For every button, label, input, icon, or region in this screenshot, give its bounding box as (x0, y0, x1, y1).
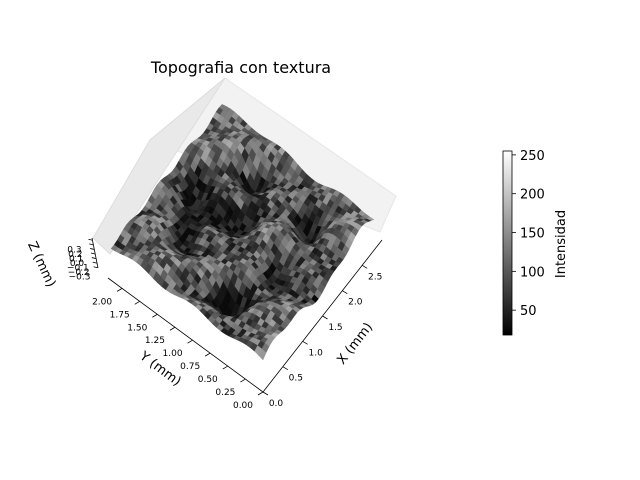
y-tick-label: 0.50 (198, 375, 218, 385)
y-tick-label: 0.75 (180, 362, 200, 372)
colorbar-tick-label: 250 (520, 149, 545, 164)
surface-plot (110, 104, 375, 361)
y-tick-label: 1.50 (127, 323, 147, 333)
z-axis-line (91, 237, 99, 269)
colorbar-tick-label: 50 (520, 304, 537, 319)
y-tick-label: 0.00 (233, 401, 253, 411)
z-tick-label: 0.2 (68, 250, 82, 260)
y-tick-mark (240, 378, 246, 383)
y-tick-label: 0.25 (215, 388, 235, 398)
y-tick-mark (222, 365, 228, 370)
x-tick-mark (322, 315, 328, 320)
y-tick-label: 1.75 (110, 310, 130, 320)
surface-facet (258, 348, 267, 361)
x-tick-label: 0.5 (289, 374, 303, 384)
x-tick-label: 0.0 (269, 399, 284, 409)
y-tick-mark (204, 352, 211, 357)
colorbar-label: Intensidad (554, 210, 569, 278)
z-tick-mark (90, 252, 96, 255)
x-tick-mark (342, 290, 348, 295)
y-tick-label: 1.00 (163, 349, 183, 359)
y-ticks: 0.00 0.25 0.50 0.75 1.00 1.25 1.50 1.75 2.00 (92, 288, 264, 411)
x-tick-mark (302, 340, 308, 345)
z-tick-label: −0.2 (68, 268, 90, 278)
z-tick-label: 0.0 (70, 259, 85, 269)
z-tick-mark (88, 238, 93, 241)
z-tick-mark (89, 243, 94, 246)
x-tick-mark (361, 264, 368, 269)
chart-title: Topografia con textura (150, 58, 331, 77)
x-tick-label: 1.0 (309, 348, 324, 358)
colorbar (502, 150, 513, 336)
x-ticks: 0.0 0.5 1.0 1.5 2.0 2.5 (262, 264, 382, 409)
x-tick-label: 1.5 (328, 323, 342, 333)
z-tick-mark (90, 248, 95, 250)
colorbar-tick-label: 150 (520, 227, 545, 242)
y-tick-mark (169, 326, 176, 331)
pane-left (92, 77, 226, 255)
y-tick-label: 2.00 (92, 297, 112, 307)
y-tick-mark (257, 391, 264, 396)
z-tick-label: 0.3 (67, 245, 81, 255)
z-tick-mark (91, 257, 96, 259)
y-axis-line (107, 277, 264, 393)
z-tick-mark (93, 266, 98, 269)
colorbar-tick-label: 200 (520, 188, 545, 203)
colorbar-tick-label: 100 (520, 265, 545, 280)
z-tick-label: −0.3 (69, 273, 91, 283)
z-tick-label: 0.1 (69, 254, 83, 264)
y-tick-label: 1.25 (145, 336, 165, 346)
z-tick-mark (92, 261, 97, 264)
z-ticks: −0.3−0.2−0.10.00.10.20.3 (67, 238, 98, 283)
y-tick-mark (116, 288, 123, 292)
x-tick-label: 2.0 (348, 298, 363, 308)
x-tick-mark (262, 391, 269, 396)
z-axis-label: Z (mm) (24, 239, 58, 289)
x-tick-mark (282, 366, 289, 371)
y-tick-mark (187, 339, 193, 344)
z-tick-label: −0.1 (67, 264, 89, 274)
colorbar-ticks: 50 100 150 200 250 (512, 149, 545, 319)
y-tick-mark (134, 300, 140, 305)
x-tick-label: 2.5 (368, 272, 382, 282)
y-tick-mark (152, 313, 158, 318)
